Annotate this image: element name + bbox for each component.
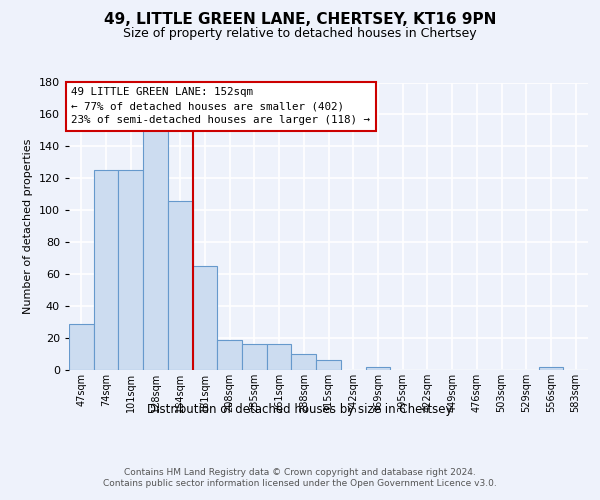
Bar: [217, 340, 242, 370]
Text: Size of property relative to detached houses in Chertsey: Size of property relative to detached ho…: [123, 28, 477, 40]
Bar: [316, 360, 341, 370]
Bar: [365, 367, 390, 370]
Bar: [193, 266, 217, 370]
Bar: [143, 130, 168, 370]
Bar: [292, 354, 316, 370]
Bar: [94, 170, 118, 370]
Bar: [69, 324, 94, 370]
Bar: [267, 344, 292, 370]
Bar: [118, 170, 143, 370]
Text: 49, LITTLE GREEN LANE, CHERTSEY, KT16 9PN: 49, LITTLE GREEN LANE, CHERTSEY, KT16 9P…: [104, 12, 496, 28]
Text: Distribution of detached houses by size in Chertsey: Distribution of detached houses by size …: [147, 402, 453, 415]
Bar: [242, 344, 267, 370]
Y-axis label: Number of detached properties: Number of detached properties: [23, 138, 33, 314]
Text: 49 LITTLE GREEN LANE: 152sqm
← 77% of detached houses are smaller (402)
23% of s: 49 LITTLE GREEN LANE: 152sqm ← 77% of de…: [71, 88, 370, 126]
Bar: [168, 200, 193, 370]
Text: Contains HM Land Registry data © Crown copyright and database right 2024.
Contai: Contains HM Land Registry data © Crown c…: [103, 468, 497, 487]
Bar: [539, 367, 563, 370]
